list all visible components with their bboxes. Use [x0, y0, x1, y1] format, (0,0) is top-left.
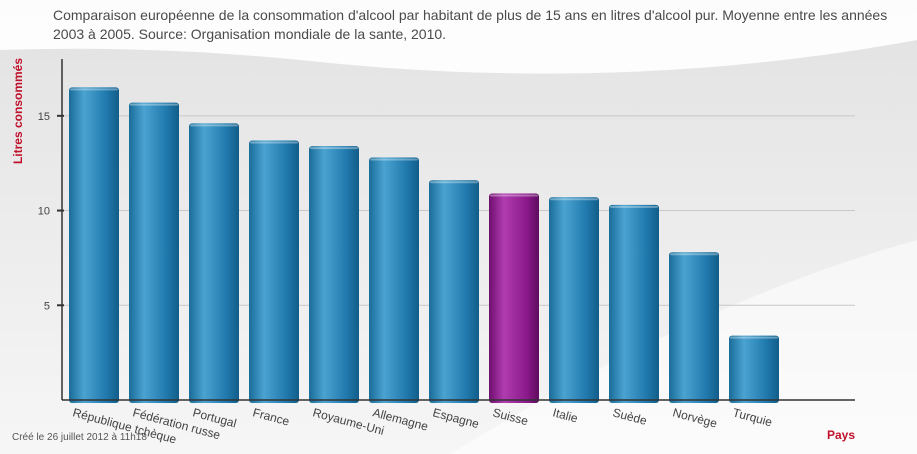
bar-4: [249, 140, 299, 403]
bar-8: [489, 193, 539, 403]
x-tick-label: Italie: [551, 405, 579, 425]
bar-highlight: [250, 141, 298, 144]
creation-date: Créé le 26 juillet 2012 à 11h18: [12, 432, 147, 443]
y-tick-label: 5: [44, 300, 50, 312]
x-tick-label: Norvège: [671, 405, 719, 430]
bar-12: [729, 335, 779, 403]
x-tick-label: Turquie: [731, 405, 774, 429]
bar-highlight: [730, 336, 778, 339]
y-tick-label: 15: [38, 111, 50, 123]
bar-highlight: [490, 194, 538, 197]
bar-5: [309, 146, 359, 403]
bar-highlight: [70, 88, 118, 91]
bar-highlight: [130, 103, 178, 106]
bar-highlight: [550, 198, 598, 201]
x-tick-label: Espagne: [431, 405, 481, 431]
y-tick-label: 10: [38, 206, 50, 218]
bar-highlight: [670, 253, 718, 256]
x-tick-label: Suisse: [491, 405, 530, 428]
bar-1: [69, 87, 119, 404]
bar-6: [369, 157, 419, 403]
bar-11: [669, 252, 719, 403]
bar-highlight: [370, 158, 418, 161]
bar-9: [549, 197, 599, 403]
bar-highlight: [310, 147, 358, 150]
x-tick-label: France: [251, 405, 291, 428]
x-axis-label: Pays: [827, 428, 856, 442]
bar-highlight: [430, 181, 478, 184]
bar-highlight: [610, 205, 658, 208]
chart-title: Comparaison européenne de la consommatio…: [53, 7, 888, 42]
bar-7: [429, 180, 479, 403]
bar-2: [129, 102, 179, 404]
bar-highlight: [190, 124, 238, 127]
bar-10: [609, 204, 659, 403]
x-tick-label: Suède: [611, 405, 648, 428]
bar-3: [189, 123, 239, 404]
